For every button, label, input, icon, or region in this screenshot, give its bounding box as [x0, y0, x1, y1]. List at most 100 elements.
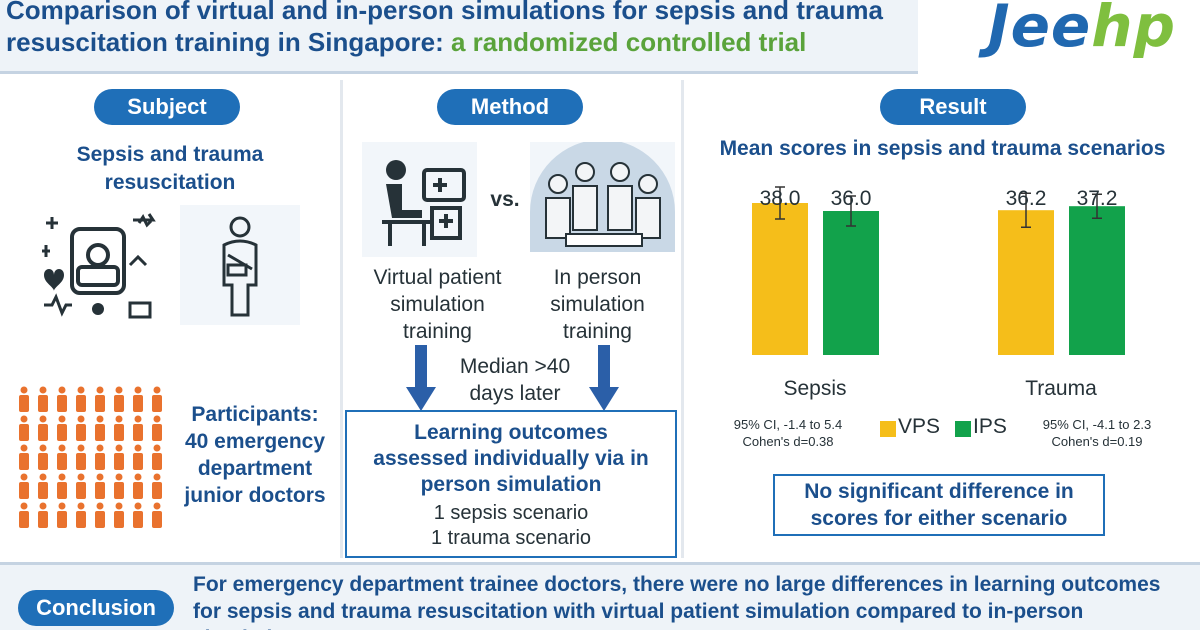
outcome-box	[345, 410, 677, 558]
person-figure	[19, 502, 29, 528]
value-label: 36.0	[831, 187, 872, 210]
legend-label-vps: VPS	[898, 415, 941, 438]
value-label: 37.2	[1077, 187, 1118, 210]
logo-part-2: hp	[1091, 0, 1177, 60]
down-arrow-icon	[406, 345, 436, 411]
title-line-2: resuscitation training in Singapore: a r…	[6, 27, 806, 57]
inperson-line-1: In person	[553, 266, 642, 289]
outcome-line-3: person simulation	[420, 473, 602, 496]
person-figure	[38, 415, 48, 441]
person-figure	[76, 415, 86, 441]
person-figure	[133, 386, 143, 412]
person-figure	[114, 386, 124, 412]
chart-title: Mean scores in sepsis and trauma scenari…	[719, 137, 1166, 160]
person-figure	[76, 502, 86, 528]
title-line-1: Comparison of virtual and in-person simu…	[6, 0, 883, 25]
person-figure	[152, 444, 162, 470]
person-figure	[95, 502, 105, 528]
divider-right	[681, 80, 684, 558]
scenario-2: 1 trauma scenario	[430, 527, 592, 549]
bar-ips-sepsis	[823, 211, 879, 355]
participants-line-2: 40 emergency	[184, 430, 326, 453]
person-figure	[95, 386, 105, 412]
person-figure	[76, 444, 86, 470]
computer-user-icon	[362, 142, 477, 257]
conclusion-bar	[0, 562, 1200, 630]
person-figure	[152, 473, 162, 499]
person-figure	[152, 502, 162, 528]
logo-part-1: Jee	[988, 0, 1092, 60]
person-figure	[114, 444, 124, 470]
inperson-line-3: training	[563, 320, 632, 343]
injured-person-icon	[180, 205, 300, 325]
error-bar	[846, 195, 856, 227]
method-label: Method	[437, 89, 583, 125]
person-figure	[95, 444, 105, 470]
virtual-line-1: Virtual patient	[373, 266, 502, 289]
bar-ips-trauma	[1069, 206, 1125, 355]
inperson-line-2: simulation	[550, 293, 645, 316]
person-figure	[95, 473, 105, 499]
bar-vps-trauma	[998, 210, 1054, 355]
no-difference-line-1: No significant difference in	[804, 480, 1074, 503]
person-figure	[76, 473, 86, 499]
conclusion-text: For emergency department trainee doctors…	[193, 573, 1161, 630]
person-figure	[114, 415, 124, 441]
trauma-cohen-d: Cohen's d=0.19	[1051, 434, 1143, 449]
person-figure	[95, 415, 105, 441]
category-label: Sepsis	[783, 377, 846, 400]
subject-topic-line-2: resuscitation	[104, 171, 236, 194]
person-figure	[19, 415, 29, 441]
person-figure	[57, 502, 67, 528]
conclusion-label: Conclusion	[18, 590, 174, 626]
person-figure	[38, 473, 48, 499]
median-line-1: Median >40	[459, 355, 571, 378]
person-figure	[57, 386, 67, 412]
bar-vps-sepsis	[752, 203, 808, 355]
participants-line-4: junior doctors	[184, 484, 326, 507]
person-figure	[133, 502, 143, 528]
median-line-2: days later	[469, 382, 561, 405]
down-arrow-icon	[589, 345, 619, 411]
subject-label: Subject	[94, 89, 240, 125]
error-bar	[1092, 193, 1102, 219]
people-grid-icon	[10, 380, 165, 530]
person-figure	[57, 415, 67, 441]
no-difference-line-2: scores for either scenario	[810, 507, 1068, 530]
participants-line-3: department	[197, 457, 313, 480]
person-figure	[76, 386, 86, 412]
journal-logo[interactable]: Jeehp	[988, 0, 1176, 60]
person-figure	[38, 502, 48, 528]
person-figure	[152, 415, 162, 441]
medical-team-icon	[530, 139, 675, 252]
sepsis-cohen-d: Cohen's d=0.38	[742, 434, 834, 449]
medical-collage-icon	[38, 205, 158, 325]
person-figure	[133, 415, 143, 441]
outcome-line-1: Learning outcomes	[414, 421, 608, 444]
bar-chart: 38.0 36.0 Sepsis 36.2 37.2 Trauma	[752, 186, 1125, 400]
title-study-type: a randomized controlled trial	[450, 27, 807, 57]
person-figure	[114, 502, 124, 528]
category-label: Trauma	[1025, 377, 1097, 400]
person-figure	[133, 473, 143, 499]
person-figure	[19, 444, 29, 470]
person-figure	[19, 473, 29, 499]
no-difference-box	[773, 474, 1105, 536]
person-figure	[19, 386, 29, 412]
legend-swatch-vps	[880, 421, 896, 437]
value-label: 36.2	[1006, 187, 1047, 210]
subject-topic-line-1: Sepsis and trauma	[76, 143, 264, 166]
logo-area	[918, 0, 1200, 74]
divider-left	[340, 80, 343, 558]
person-figure	[57, 473, 67, 499]
person-figure	[38, 444, 48, 470]
person-figure	[38, 386, 48, 412]
error-bar	[775, 186, 785, 220]
scenario-1: 1 sepsis scenario	[433, 502, 589, 524]
participants-line-1: Participants:	[191, 403, 319, 426]
person-figure	[114, 473, 124, 499]
person-figure	[57, 444, 67, 470]
person-figure	[133, 444, 143, 470]
error-bar	[1021, 192, 1031, 228]
sepsis-ci: 95% CI, -1.4 to 5.4	[733, 417, 843, 432]
